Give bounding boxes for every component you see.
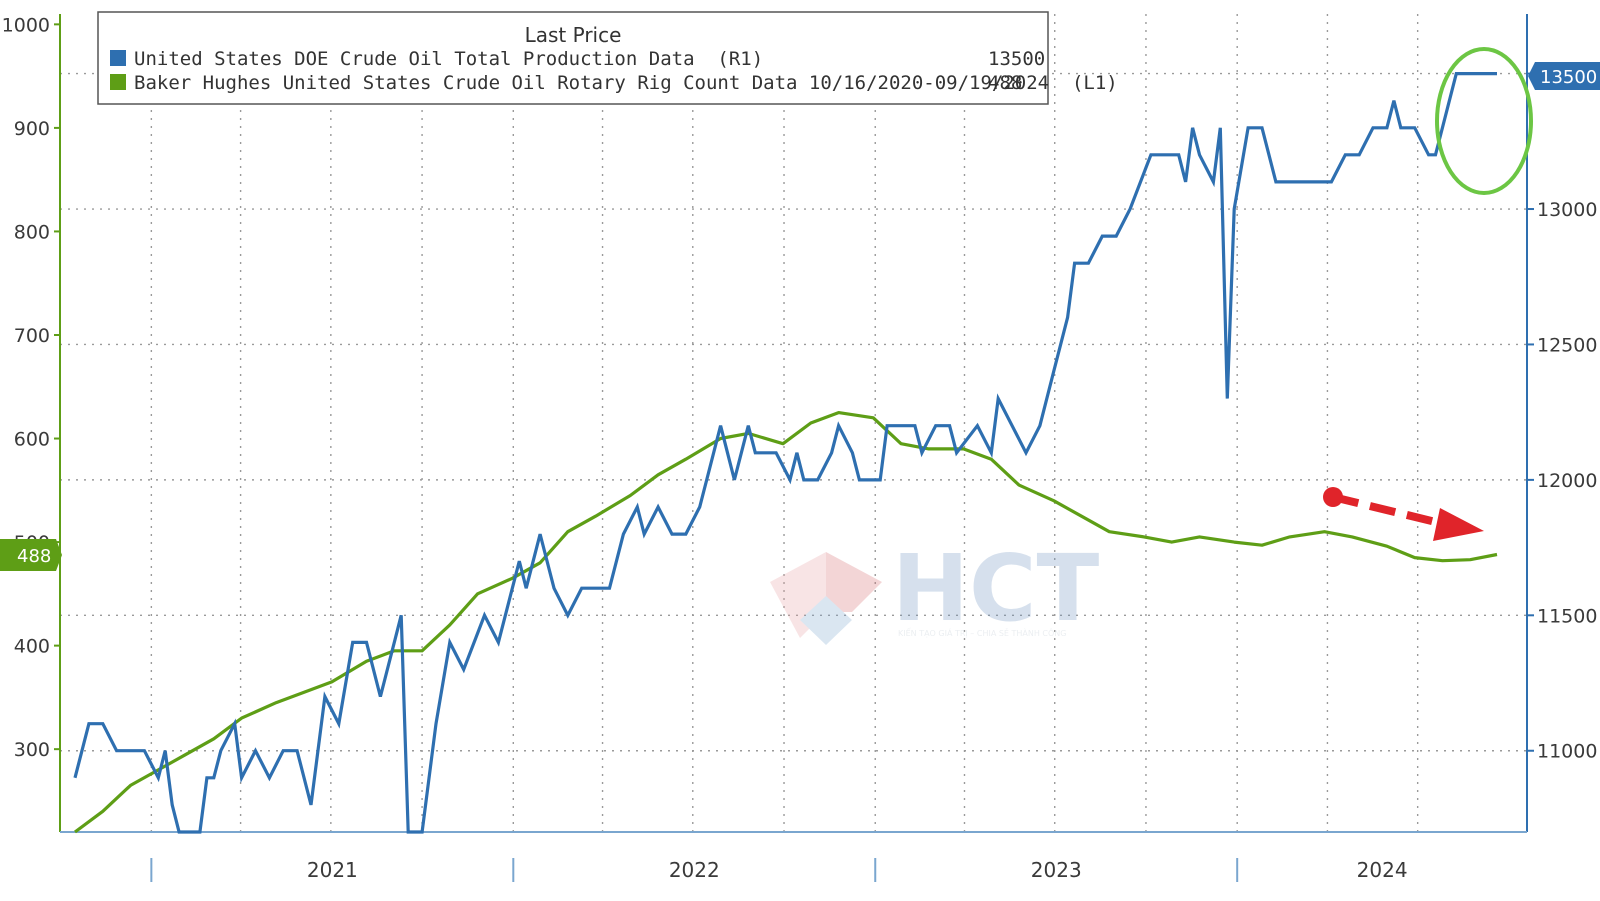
watermark-logo-diamond-left xyxy=(770,552,826,638)
arrow-head xyxy=(1433,508,1484,541)
watermark-text: HCT xyxy=(892,535,1100,642)
badge-right-text: 13500 xyxy=(1540,67,1597,88)
left-tick-label: 900 xyxy=(14,118,50,140)
rig-count-line xyxy=(74,411,1498,834)
legend-value-rigs: 488 xyxy=(988,72,1022,94)
last-value-badge-left: 488 xyxy=(0,539,62,571)
x-tick-label: 2023 xyxy=(1031,858,1082,882)
badge-left-text: 488 xyxy=(17,546,51,567)
watermark: HCT KIẾN TẠO GIÁ TRỊ – CHIA SẺ THÀNH CÔN… xyxy=(770,535,1100,645)
legend-value-production: 13500 xyxy=(988,48,1045,70)
left-tick-label: 700 xyxy=(14,325,50,347)
x-tick-label: 2022 xyxy=(669,858,720,882)
watermark-logo-diamond-bottom xyxy=(800,596,852,645)
badge-left-shape xyxy=(0,539,62,571)
x-tick-label: 2024 xyxy=(1357,858,1408,882)
left-tick-label: 600 xyxy=(14,429,50,451)
axes xyxy=(54,14,1534,882)
left-tick-label: 400 xyxy=(14,636,50,658)
legend-swatch-production xyxy=(110,50,126,66)
legend: Last Price United States DOE Crude Oil T… xyxy=(97,11,1118,105)
grid xyxy=(60,14,1527,832)
legend-box xyxy=(97,11,1049,105)
right-tick-label: 11000 xyxy=(1537,741,1597,763)
right-tick-label: 11500 xyxy=(1537,605,1597,627)
badge-right-shape xyxy=(1528,62,1600,90)
legend-swatch-rigs xyxy=(110,74,126,90)
left-tick-label: 300 xyxy=(14,739,50,761)
last-value-badge-right: 13500 xyxy=(1528,62,1600,90)
legend-title: Last Price xyxy=(525,23,622,47)
x-tick-label: 2021 xyxy=(307,858,358,882)
right-tick-label: 12500 xyxy=(1537,334,1597,356)
watermark-logo-diamond-right xyxy=(826,552,882,612)
right-tick-label: 12000 xyxy=(1537,470,1597,492)
left-tick-label: 1000 xyxy=(2,14,50,36)
left-tick-label: 800 xyxy=(14,221,50,243)
legend-label-rigs: Baker Hughes United States Crude Oil Rot… xyxy=(134,72,1118,94)
watermark-subtext: KIẾN TẠO GIÁ TRỊ – CHIA SẺ THÀNH CÔNG xyxy=(898,627,1067,639)
production-line xyxy=(73,71,1497,834)
downtrend-arrow xyxy=(1323,487,1484,541)
legend-label-production: United States DOE Crude Oil Total Produc… xyxy=(134,48,763,70)
highlight-circle xyxy=(1435,47,1533,195)
arrow-dashed-line xyxy=(1332,493,1441,527)
right-tick-label: 13000 xyxy=(1537,199,1597,221)
